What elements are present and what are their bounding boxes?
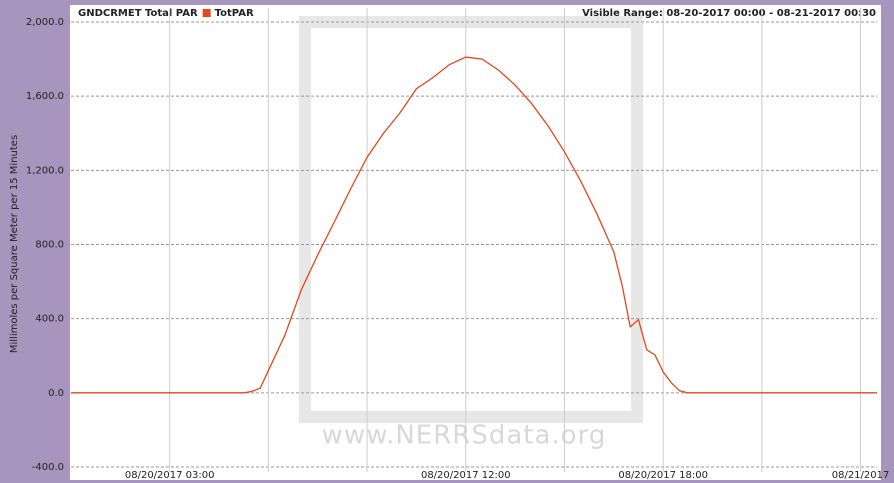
legend-label: TotPAR	[215, 8, 254, 19]
y-tick-label: 0.0	[48, 388, 64, 399]
x-tick-label: 08/20/2017 03:00	[125, 470, 215, 481]
chart-title: GNDCRMET Total PAR	[78, 8, 198, 19]
x-tick-label: 08/20/2017 18:00	[618, 470, 708, 481]
legend-swatch	[202, 9, 211, 17]
data-line	[71, 56, 877, 394]
y-tick-label: 800.0	[35, 240, 64, 251]
y-tick-label: 2,000.0	[26, 17, 64, 28]
y-tick-label: 1,600.0	[26, 91, 64, 102]
plot-background	[70, 5, 881, 480]
visible-range: Visible Range: 08-20-2017 00:00 - 08-21-…	[582, 8, 876, 19]
y-axis-label: Millimoles per Square Meter per 15 Minut…	[9, 135, 20, 353]
y-tick-label: 1,200.0	[26, 165, 64, 176]
x-tick-label: 08/21/2017	[832, 470, 890, 481]
watermark: www.NERRSdata.org	[322, 421, 607, 451]
x-tick-label: 08/20/2017 12:00	[421, 470, 511, 481]
y-tick-label: 400.0	[35, 314, 64, 325]
y-tick-label: -400.0	[32, 462, 64, 473]
